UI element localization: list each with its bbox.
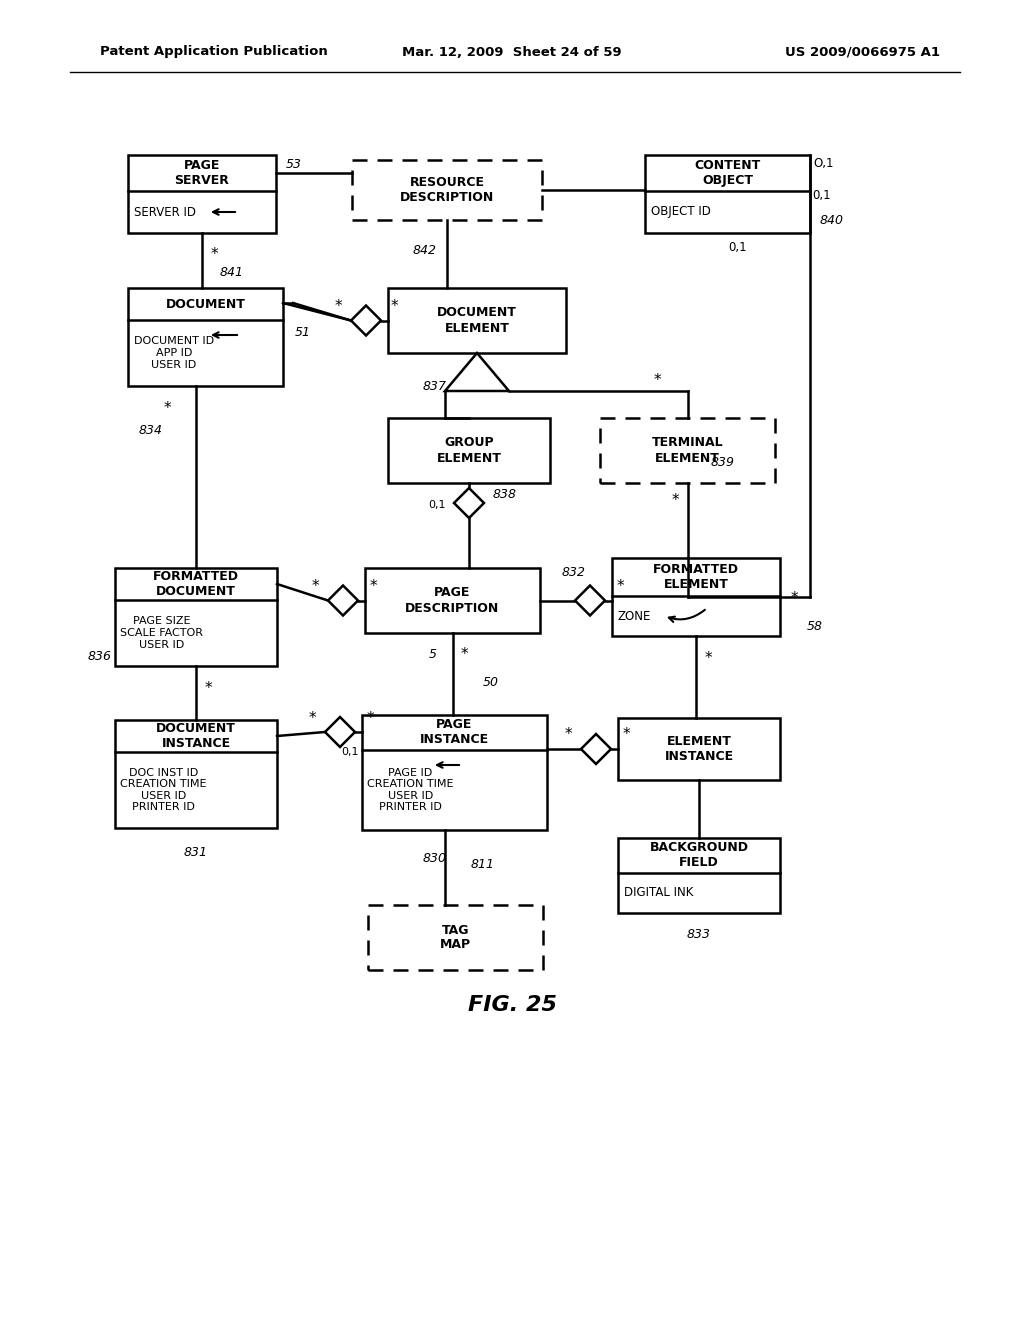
- Text: *: *: [653, 374, 662, 388]
- Bar: [352, 160, 542, 220]
- Text: 50: 50: [482, 676, 499, 689]
- Polygon shape: [454, 488, 484, 517]
- Text: RESOURCE
DESCRIPTION: RESOURCE DESCRIPTION: [400, 176, 495, 205]
- Text: *: *: [791, 591, 798, 606]
- Text: 838: 838: [493, 488, 517, 502]
- Text: 833: 833: [687, 928, 711, 941]
- Text: DOCUMENT
INSTANCE: DOCUMENT INSTANCE: [156, 722, 236, 750]
- Text: DOC INST ID
CREATION TIME
USER ID
PRINTER ID: DOC INST ID CREATION TIME USER ID PRINTE…: [120, 768, 207, 812]
- Bar: [128, 288, 283, 385]
- Text: Patent Application Publication: Patent Application Publication: [100, 45, 328, 58]
- Text: *: *: [705, 651, 712, 665]
- Text: *: *: [616, 579, 624, 594]
- Text: Mar. 12, 2009  Sheet 24 of 59: Mar. 12, 2009 Sheet 24 of 59: [402, 45, 622, 58]
- Polygon shape: [325, 717, 355, 747]
- Text: DIGITAL INK: DIGITAL INK: [624, 887, 693, 899]
- Bar: [645, 154, 810, 234]
- Text: PAGE
SERVER: PAGE SERVER: [174, 158, 229, 187]
- Text: 842: 842: [413, 243, 437, 256]
- Text: ELEMENT
INSTANCE: ELEMENT INSTANCE: [665, 735, 733, 763]
- Bar: [612, 558, 780, 636]
- Text: 834: 834: [138, 425, 163, 437]
- Bar: [128, 154, 276, 234]
- Text: *: *: [672, 494, 679, 508]
- Text: FORMATTED
DOCUMENT: FORMATTED DOCUMENT: [153, 570, 239, 598]
- Text: DOCUMENT ID
APP ID
USER ID: DOCUMENT ID APP ID USER ID: [134, 337, 214, 370]
- Text: 51: 51: [295, 326, 311, 339]
- Text: SERVER ID: SERVER ID: [134, 206, 196, 219]
- Text: DOCUMENT: DOCUMENT: [166, 297, 246, 310]
- Text: 0,1: 0,1: [428, 500, 445, 510]
- Text: *: *: [390, 300, 397, 314]
- Bar: [368, 906, 543, 970]
- Text: PAGE SIZE
SCALE FACTOR
USER ID: PAGE SIZE SCALE FACTOR USER ID: [120, 616, 203, 649]
- Text: 58: 58: [807, 620, 823, 634]
- Polygon shape: [581, 734, 611, 764]
- Bar: [115, 568, 278, 667]
- Text: *: *: [370, 579, 377, 594]
- Text: *: *: [164, 400, 171, 416]
- Polygon shape: [328, 586, 358, 615]
- Polygon shape: [351, 305, 381, 335]
- Text: FIG. 25: FIG. 25: [468, 995, 556, 1015]
- Text: DOCUMENT
ELEMENT: DOCUMENT ELEMENT: [437, 306, 517, 334]
- Bar: [618, 718, 780, 780]
- Text: *: *: [461, 648, 468, 663]
- Text: *: *: [564, 727, 571, 742]
- Text: 839: 839: [711, 457, 734, 470]
- Text: FORMATTED
ELEMENT: FORMATTED ELEMENT: [653, 564, 739, 591]
- Text: O,1: O,1: [814, 157, 835, 169]
- Text: 830: 830: [423, 851, 446, 865]
- Text: PAGE
DESCRIPTION: PAGE DESCRIPTION: [406, 586, 500, 615]
- Text: TERMINAL
ELEMENT: TERMINAL ELEMENT: [651, 437, 723, 465]
- Bar: [388, 288, 566, 352]
- Bar: [618, 838, 780, 913]
- Text: *: *: [623, 727, 630, 742]
- Bar: [362, 715, 547, 830]
- Text: 832: 832: [562, 566, 586, 579]
- Text: 840: 840: [820, 214, 844, 227]
- Text: OBJECT ID: OBJECT ID: [651, 206, 711, 219]
- Text: GROUP
ELEMENT: GROUP ELEMENT: [436, 437, 502, 465]
- Text: *: *: [204, 681, 212, 696]
- Text: 53: 53: [286, 158, 302, 172]
- Text: TAG
MAP: TAG MAP: [440, 924, 471, 952]
- Bar: [600, 418, 775, 483]
- Text: PAGE
INSTANCE: PAGE INSTANCE: [420, 718, 489, 746]
- Text: *: *: [367, 710, 374, 726]
- Text: US 2009/0066975 A1: US 2009/0066975 A1: [785, 45, 940, 58]
- Text: *: *: [334, 300, 342, 314]
- Polygon shape: [575, 586, 605, 615]
- Text: 837: 837: [423, 380, 447, 392]
- Text: CONTENT
OBJECT: CONTENT OBJECT: [694, 158, 761, 187]
- Text: ZONE: ZONE: [618, 610, 651, 623]
- Text: 811: 811: [470, 858, 495, 871]
- Bar: [365, 568, 540, 634]
- Text: 0,1: 0,1: [341, 747, 358, 756]
- Text: 836: 836: [88, 651, 112, 664]
- Bar: [388, 418, 550, 483]
- Text: *: *: [311, 579, 318, 594]
- Text: *: *: [308, 710, 315, 726]
- Text: PAGE ID
CREATION TIME
USER ID
PRINTER ID: PAGE ID CREATION TIME USER ID PRINTER ID: [367, 768, 454, 812]
- Text: *: *: [210, 248, 218, 263]
- Text: BACKGROUND
FIELD: BACKGROUND FIELD: [649, 841, 749, 869]
- Bar: [115, 719, 278, 828]
- Text: 5: 5: [428, 648, 436, 661]
- Text: 831: 831: [184, 846, 208, 859]
- Text: 841: 841: [220, 267, 244, 280]
- Text: 0,1: 0,1: [728, 240, 746, 253]
- Text: 0,1: 0,1: [813, 189, 831, 202]
